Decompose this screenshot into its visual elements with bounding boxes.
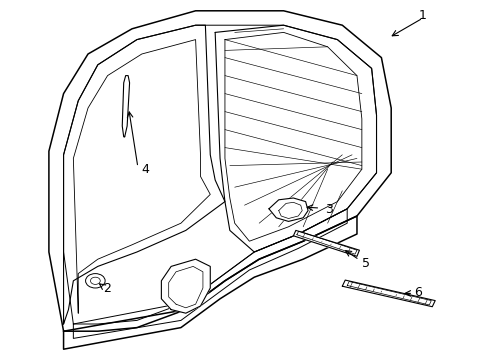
Polygon shape — [161, 259, 210, 313]
Polygon shape — [122, 76, 129, 137]
Text: 5: 5 — [361, 257, 369, 270]
Polygon shape — [268, 198, 307, 221]
Text: 6: 6 — [413, 286, 421, 299]
Text: 4: 4 — [142, 163, 149, 176]
Text: 1: 1 — [418, 9, 426, 22]
Polygon shape — [342, 280, 434, 307]
Text: 3: 3 — [324, 203, 332, 216]
Text: 2: 2 — [102, 282, 110, 295]
Polygon shape — [293, 230, 359, 256]
